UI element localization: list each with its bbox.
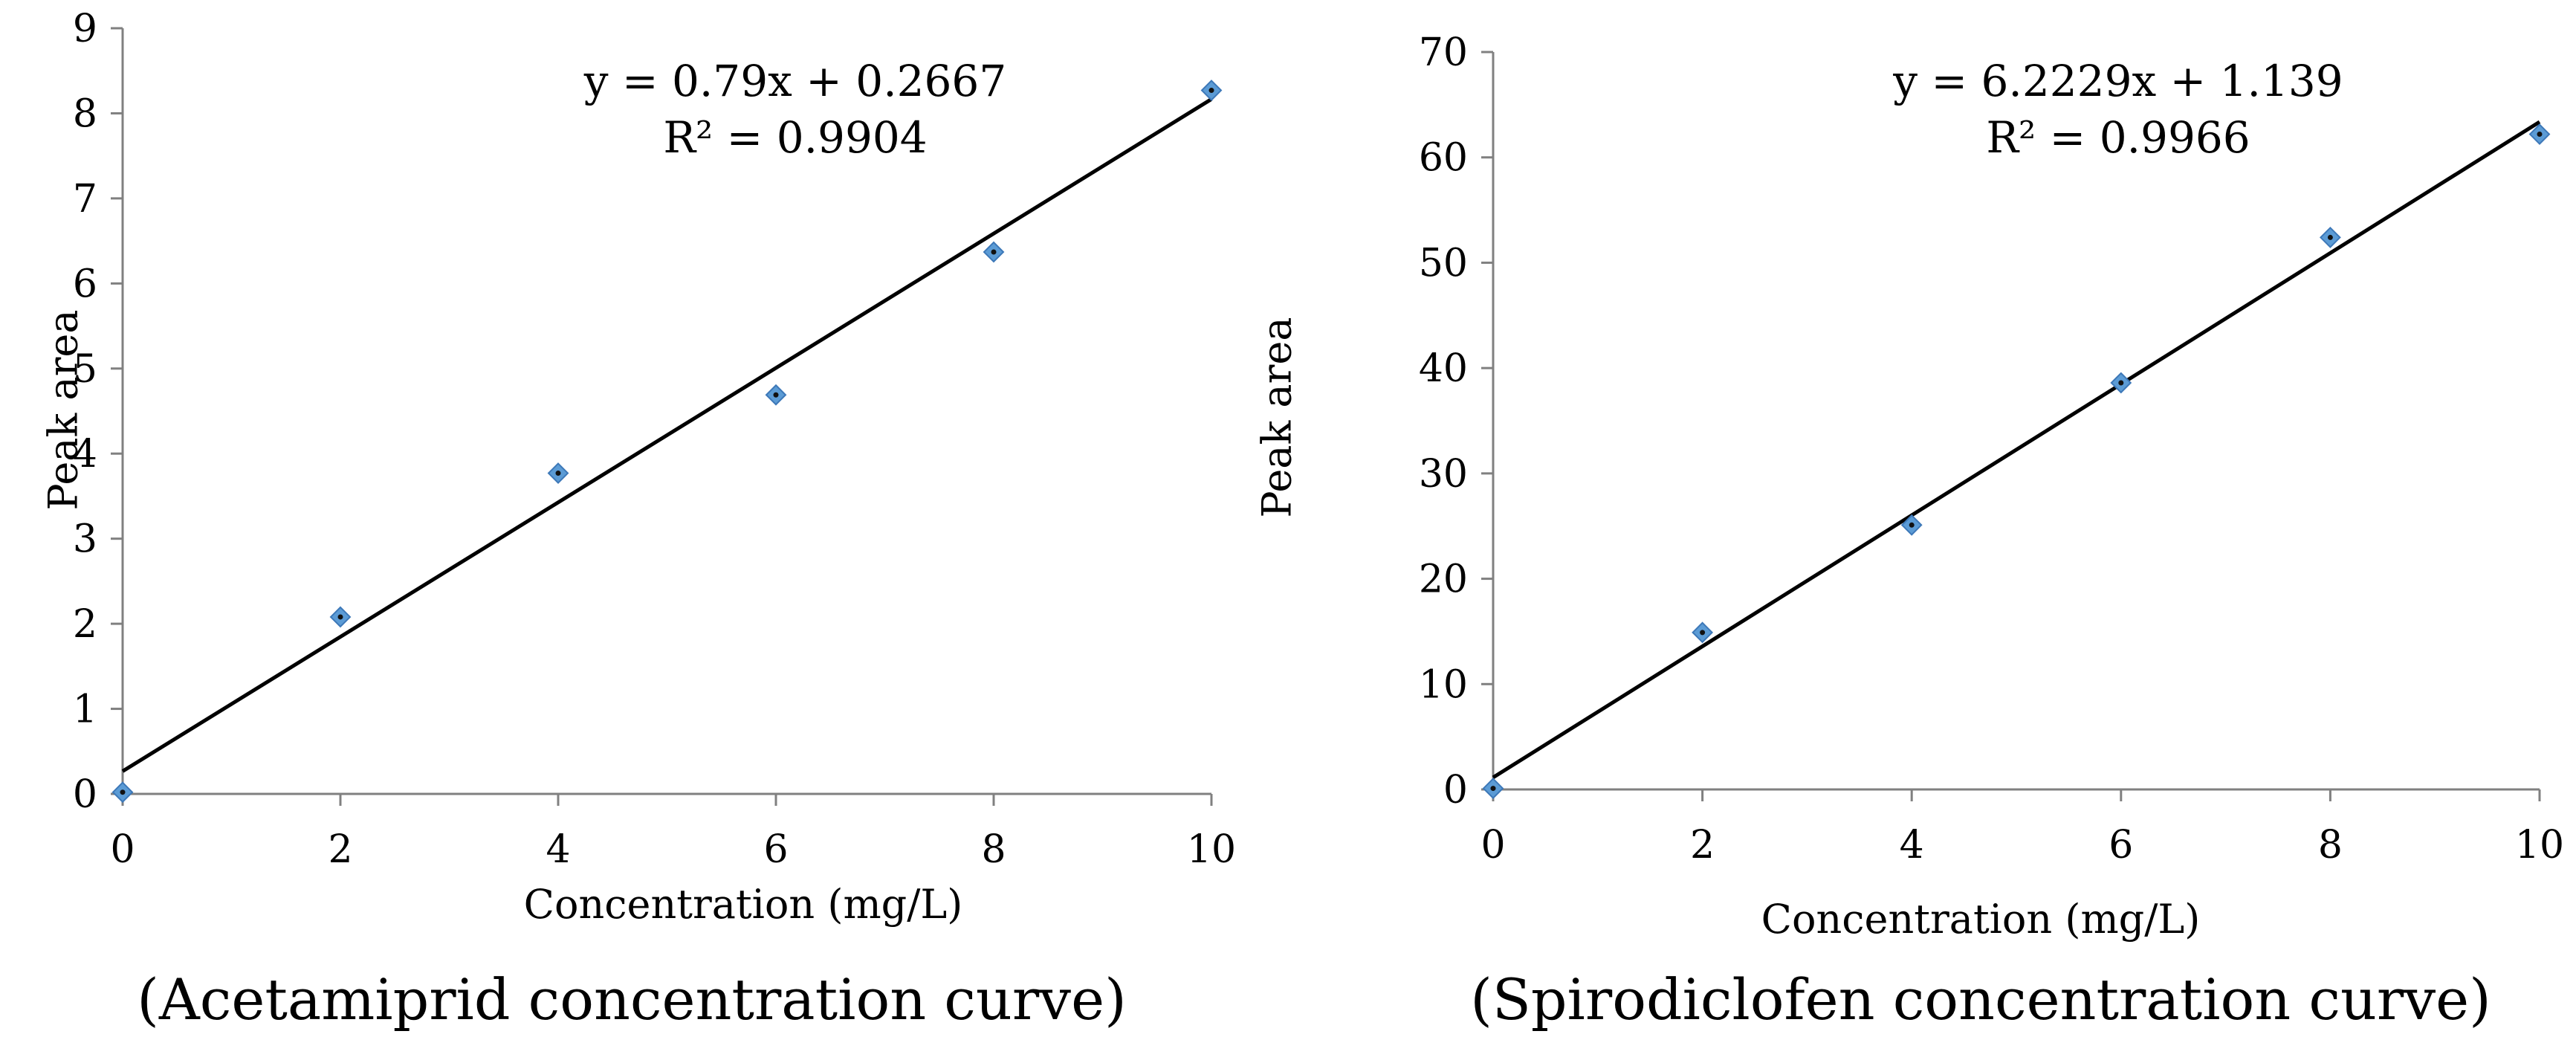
data-point-center: [555, 471, 561, 476]
trendline-equation: y = 0.79x + 0.2667: [583, 56, 1007, 106]
x-tick-label: 4: [1900, 823, 1924, 867]
x-tick-label: 10: [2515, 823, 2564, 867]
x-tick-label: 0: [110, 827, 135, 872]
y-tick-label: 7: [73, 177, 97, 222]
data-point-center: [120, 789, 126, 795]
y-tick-label: 4: [73, 432, 97, 476]
y-tick-label: 9: [73, 7, 97, 51]
y-tick-label: 30: [1419, 452, 1468, 497]
y-axis-label: Peak area: [1253, 317, 1301, 518]
chart-acetamiprid-plot: 0 1 2 3 4 5 6 7 8 9 0 2 4 6 8 10: [73, 7, 1236, 872]
y-tick-label: 40: [1419, 346, 1468, 391]
y-tick-label: 1: [73, 688, 97, 732]
x-axis-label: Concentration (mg/L): [523, 881, 963, 928]
y-tick-label: 3: [73, 517, 97, 562]
y-tick-label: 0: [1443, 768, 1468, 812]
chart-acetamiprid: 0 1 2 3 4 5 6 7 8 9 0 2 4 6 8 10 Peak area Concentratio…: [39, 7, 1237, 1033]
data-point-center: [991, 249, 997, 255]
y-tick-label: 20: [1419, 558, 1468, 602]
x-tick-label: 4: [546, 827, 570, 872]
data-point-center: [1700, 630, 1706, 636]
chart-spirodiclofen-plot: 0 10 20 30 40 50 60 70 0 2 4 6 8 10: [1419, 30, 2564, 867]
data-point-center: [2118, 380, 2124, 386]
y-tick-label: 60: [1419, 136, 1468, 181]
data-point-center: [1909, 522, 1915, 528]
x-tick-label: 8: [981, 827, 1006, 872]
x-tick-label: 6: [763, 827, 788, 872]
chart-spirodiclofen: 0 10 20 30 40 50 60 70 0 2 4 6 8 10 Peak area Concent…: [1254, 0, 2576, 1063]
chart-caption: (Spirodiclofen concentration curve): [1470, 966, 2491, 1033]
y-tick-label: 2: [73, 602, 97, 647]
x-tick-label: 2: [328, 827, 352, 872]
data-point-center: [773, 392, 779, 398]
y-tick-label: 50: [1419, 241, 1468, 285]
y-axis-label: Peak area: [39, 309, 87, 511]
trendline: [1492, 120, 2541, 779]
data-point-center: [337, 614, 343, 620]
x-tick-label: 2: [1690, 823, 1715, 867]
y-tick-label: 6: [73, 262, 97, 306]
trendline: [121, 97, 1213, 773]
y-tick-label: 5: [73, 347, 97, 392]
y-tick-label: 70: [1419, 30, 1468, 75]
r-squared-label: R² = 0.9904: [663, 112, 928, 163]
y-tick-label: 10: [1419, 662, 1468, 707]
r-squared-label: R² = 0.9966: [1986, 112, 2250, 163]
trendline-equation: y = 6.2229x + 1.139: [1893, 56, 2343, 106]
y-tick-label: 8: [73, 91, 97, 136]
x-tick-label: 6: [2109, 823, 2133, 867]
data-point-center: [2537, 132, 2543, 138]
data-point-center: [2327, 234, 2333, 240]
chart-caption: (Acetamiprid concentration curve): [137, 966, 1127, 1033]
y-tick-label: 0: [73, 772, 97, 817]
x-tick-label: 0: [1480, 823, 1505, 867]
x-axis-label: Concentration (mg/L): [1761, 896, 2201, 943]
data-point-center: [1208, 88, 1214, 94]
x-tick-label: 8: [2318, 823, 2343, 867]
data-point-center: [1490, 786, 1496, 792]
x-tick-label: 10: [1187, 827, 1236, 872]
